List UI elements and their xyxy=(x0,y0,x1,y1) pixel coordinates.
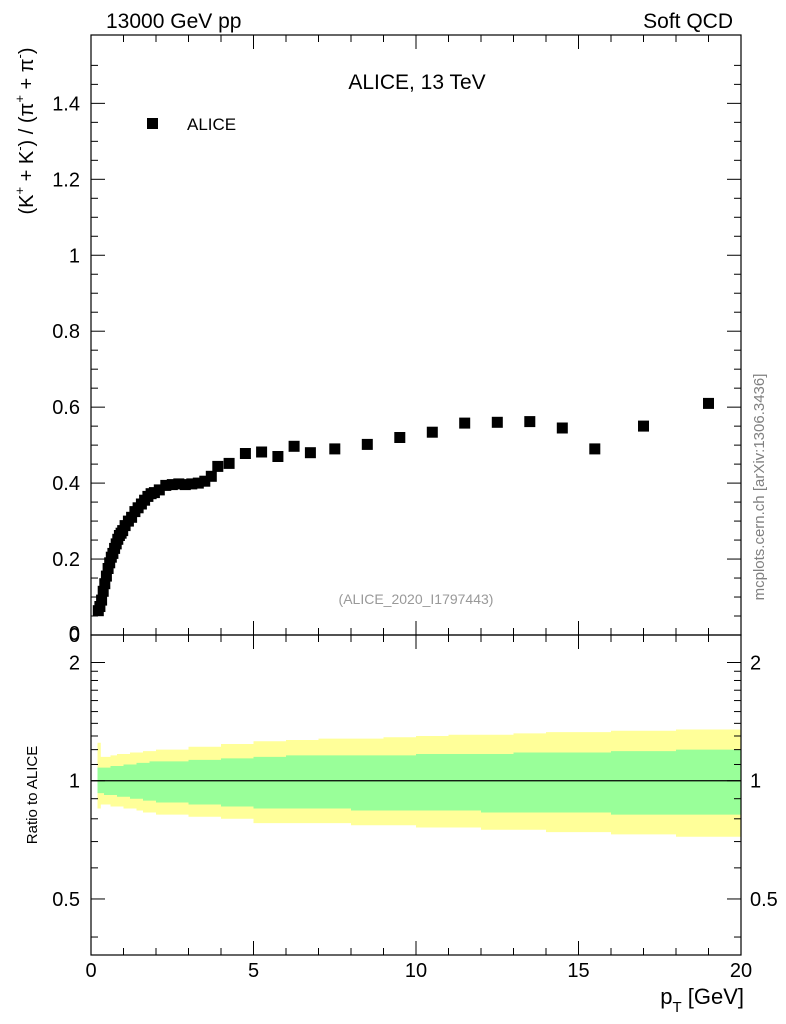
main-ytick-label: 0.6 xyxy=(52,397,80,419)
main-panel: 00.20.40.60.811.21.40 xyxy=(52,35,742,647)
ratio-ytick-label-right: 2 xyxy=(750,653,761,675)
main-ytick-label-zero: 0 xyxy=(69,623,80,645)
ratio-panel: 0 5 10 15 20 0.5 0.5 1 1 2 2 xyxy=(52,635,778,982)
data-point xyxy=(173,478,185,490)
watermark: (ALICE_2020_I1797443) xyxy=(339,591,494,607)
data-point xyxy=(239,448,251,459)
x-tick-label: 15 xyxy=(567,960,589,982)
data-point xyxy=(96,594,108,606)
ratio-ytick-label-right: 0.5 xyxy=(750,889,778,911)
data-point xyxy=(102,563,114,574)
data-point xyxy=(199,475,211,487)
data-point xyxy=(153,484,165,496)
main-ytick-label: 1.2 xyxy=(52,169,80,191)
main-ytick-label: 1 xyxy=(69,245,80,267)
data-point xyxy=(205,470,217,482)
legend-label: ALICE xyxy=(187,115,236,134)
main-ytick-label: 0.8 xyxy=(52,321,80,343)
x-tick-label: 5 xyxy=(248,960,259,982)
data-point xyxy=(524,416,536,428)
main-ytick-label: 0.4 xyxy=(52,473,80,495)
data-point xyxy=(491,416,503,428)
x-tick-label: 20 xyxy=(730,960,752,982)
side-credit: mcplots.cern.ch [arXiv:1306.3436] xyxy=(751,374,768,601)
data-point xyxy=(459,417,471,429)
legend-marker xyxy=(147,118,158,129)
x-axis-label: pT [GeV] xyxy=(660,984,744,1016)
ratio-band-inner xyxy=(97,749,741,815)
ratio-ytick-label-left: 1 xyxy=(69,771,80,793)
header-left: 13000 GeV pp xyxy=(106,10,241,33)
data-point xyxy=(556,422,568,434)
data-point xyxy=(426,426,438,438)
data-point xyxy=(160,479,172,491)
data-point xyxy=(212,460,224,472)
data-point xyxy=(223,457,235,469)
main-ytick-label: 0.2 xyxy=(52,549,80,571)
main-ylabel: (K+ + K-) / (π+ + π-) xyxy=(12,47,38,214)
ratio-frame xyxy=(90,634,742,956)
data-point xyxy=(192,477,204,489)
data-point xyxy=(638,420,649,432)
data-point xyxy=(256,446,268,458)
main-ytick-label: 0 xyxy=(69,625,80,647)
data-point xyxy=(329,443,341,455)
main-title: ALICE, 13 TeV xyxy=(348,71,485,94)
data-point xyxy=(589,443,601,455)
ratio-ylabel: Ratio to ALICE xyxy=(24,746,41,844)
data-point xyxy=(304,447,316,459)
data-point xyxy=(100,570,112,582)
data-point xyxy=(94,601,106,612)
data-point xyxy=(394,432,406,443)
x-tick-label: 0 xyxy=(85,960,96,982)
data-point xyxy=(288,440,300,452)
data-point xyxy=(126,511,138,523)
data-point xyxy=(104,557,116,569)
main-ytick-label: 1.4 xyxy=(52,93,80,115)
x-tick-label: 10 xyxy=(405,960,427,982)
data-point xyxy=(99,578,111,590)
header-right: Soft QCD xyxy=(643,10,733,33)
data-point xyxy=(186,478,198,490)
data-point xyxy=(97,585,109,597)
ratio-ytick-label-right: 1 xyxy=(750,771,761,793)
data-point xyxy=(166,479,178,491)
data-point xyxy=(272,451,284,462)
data-point xyxy=(361,438,373,450)
ratio-ytick-label-left: 2 xyxy=(69,653,80,675)
ratio-ytick-label-left: 0.5 xyxy=(52,889,80,911)
data-point xyxy=(703,397,714,409)
data-point xyxy=(179,479,191,491)
